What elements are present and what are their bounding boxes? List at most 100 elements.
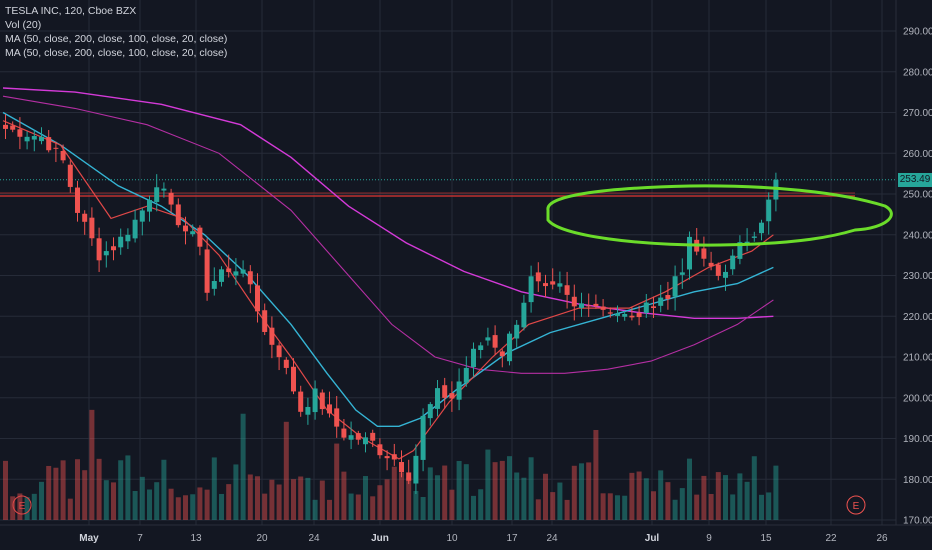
- volume-bar: [550, 492, 556, 520]
- volume-bar: [593, 429, 599, 520]
- legend-volume[interactable]: Vol (20): [5, 19, 42, 31]
- volume-bar: [701, 475, 707, 520]
- volume-bar: [255, 476, 260, 520]
- time-tick-label: 7: [137, 533, 143, 544]
- candle-body: [420, 415, 426, 460]
- price-tick-label: 200.00: [903, 393, 932, 404]
- candle-body: [67, 164, 73, 187]
- candle-body: [363, 437, 368, 445]
- price-tick-label: 170.00: [903, 516, 932, 527]
- time-tick-label: 9: [706, 533, 712, 544]
- volume-bar: [262, 493, 268, 520]
- volume-bar: [211, 457, 217, 520]
- time-axis: May 7 13 20 24 Jun 10 17 24 Jul 9 15 22 26: [79, 533, 888, 544]
- candle-body: [766, 199, 772, 222]
- volume-bar: [687, 458, 692, 520]
- candle-body: [737, 242, 743, 259]
- candle-body: [125, 234, 131, 242]
- volume-bar: [46, 465, 52, 520]
- candle-body: [60, 150, 66, 161]
- price-axis: 290.00 280.00 270.00 260.00 250.00 240.00 230.…: [903, 27, 932, 527]
- candle-body: [183, 225, 188, 232]
- volume-bar: [636, 471, 642, 520]
- candle-body: [348, 435, 354, 440]
- volume-bar: [334, 443, 340, 520]
- candle-body: [139, 210, 145, 222]
- volume-bar: [514, 472, 520, 520]
- volume-bar: [694, 494, 700, 520]
- time-tick-label: Jul: [645, 533, 660, 544]
- legend-symbol[interactable]: TESLA INC, 120, Cboe BZX: [5, 5, 137, 17]
- volume-bar: [456, 460, 462, 520]
- candle-body: [607, 312, 613, 314]
- volume-bar: [183, 495, 188, 520]
- time-tick-label: Jun: [371, 533, 389, 544]
- volume-bar: [96, 458, 102, 520]
- candle-body: [118, 236, 124, 248]
- volume-bar: [370, 496, 376, 520]
- volume-bar: [204, 489, 210, 520]
- candle-body: [240, 269, 246, 274]
- candle-body: [679, 272, 685, 275]
- time-tick-label: 20: [256, 533, 268, 544]
- volume-bar: [406, 477, 412, 520]
- earnings-event-icon[interactable]: E: [12, 495, 32, 515]
- candle-body: [103, 251, 109, 256]
- candle-body: [269, 327, 275, 345]
- earnings-event-icon[interactable]: E: [846, 495, 866, 515]
- breakout-ellipse: [546, 184, 893, 247]
- candle-body: [471, 348, 476, 368]
- volume-bar: [615, 495, 620, 520]
- volume-bar: [766, 492, 772, 520]
- svg-text:E: E: [19, 501, 26, 512]
- candle-body: [615, 313, 620, 316]
- volume-bar: [564, 499, 570, 520]
- time-tick-label: 24: [308, 533, 320, 544]
- moving-averages: [2, 87, 774, 460]
- candle-body: [550, 281, 556, 285]
- volume-bar: [492, 462, 498, 520]
- volume-bar: [125, 455, 131, 520]
- candle-body: [262, 310, 268, 332]
- volume-bar: [24, 497, 30, 520]
- volume-bar: [197, 487, 203, 520]
- candle-body: [759, 222, 764, 234]
- candle-body: [507, 333, 512, 362]
- volume-bar: [413, 490, 419, 520]
- candle-body: [96, 238, 102, 261]
- volume-bar: [579, 463, 584, 520]
- volume-bar: [53, 467, 59, 520]
- volume-bar: [622, 495, 628, 520]
- volume-bar: [543, 473, 548, 520]
- candle-body: [82, 213, 88, 222]
- volume-bar: [154, 482, 160, 520]
- volume-bar: [427, 467, 433, 520]
- volume-bar: [31, 493, 37, 520]
- volume-bar: [471, 495, 476, 520]
- candle-body: [204, 249, 210, 293]
- volume-bar: [665, 482, 671, 520]
- candle-body: [715, 264, 721, 276]
- volume-bar: [319, 480, 325, 520]
- volume-bar: [384, 479, 390, 520]
- volume-bar: [715, 472, 721, 520]
- legend-ma-2[interactable]: MA (50, close, 200, close, 100, close, 2…: [5, 47, 228, 59]
- candle-body: [687, 236, 692, 270]
- volume-bar: [773, 465, 779, 520]
- volume-bar: [139, 476, 145, 520]
- volume-bar: [363, 476, 368, 520]
- price-tick-label: 290.00: [903, 27, 932, 38]
- candle-body: [600, 306, 606, 310]
- legend-ma-1[interactable]: MA (50, close, 200, close, 100, close, 2…: [5, 33, 228, 45]
- candle-body: [651, 306, 656, 309]
- candle-body: [161, 188, 167, 191]
- candle-body: [147, 199, 152, 212]
- volume-bar: [291, 479, 296, 520]
- price-tick-label: 180.00: [903, 475, 932, 486]
- svg-text:E: E: [853, 501, 860, 512]
- volume-bar: [118, 460, 124, 520]
- candle-body: [571, 296, 577, 307]
- candle-body: [39, 136, 44, 142]
